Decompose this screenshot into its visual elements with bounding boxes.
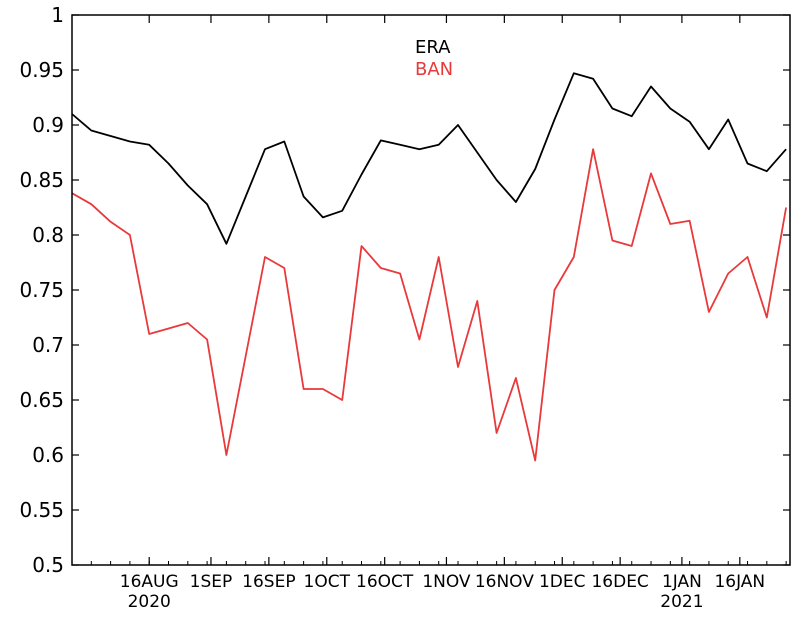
x-tick-label: 16NOV: [475, 572, 534, 592]
x-tick-label: 16JAN: [714, 572, 765, 592]
y-tick-label: 0.7: [32, 333, 64, 357]
x-tick-year-label: 2021: [660, 592, 703, 612]
y-tick-label: 0.85: [19, 168, 64, 192]
y-tick-label: 0.5: [32, 553, 64, 577]
x-tick-label: 1DEC: [539, 572, 586, 592]
y-axis: 0.5 0.55 0.6 0.65 0.7 0.75 0.8 0.85 0.9 0.95 1: [19, 3, 790, 577]
y-tick-label: 0.65: [19, 388, 64, 412]
legend-entry-ban: BAN: [415, 59, 453, 80]
y-tick-label: 0.8: [32, 223, 64, 247]
y-tick-label: 0.95: [19, 58, 64, 82]
x-tick-label: 1JAN: [662, 572, 702, 592]
series-layer: [71, 72, 787, 462]
legend-entry-era: ERA: [415, 37, 451, 58]
y-tick-label: 0.55: [19, 498, 64, 522]
y-tick-label: 0.9: [32, 113, 64, 137]
x-tick-label: 1OCT: [304, 572, 351, 592]
x-tick-year-label: 2020: [128, 592, 171, 612]
y-tick-label: 1: [51, 3, 64, 27]
y-tick-label: 0.75: [19, 278, 64, 302]
x-tick-label: 16DEC: [591, 572, 648, 592]
x-tick-label: 16OCT: [356, 572, 414, 592]
y-tick-label: 0.6: [32, 443, 64, 467]
series-line-era: [71, 72, 787, 245]
series-line-ban: [71, 148, 787, 462]
x-tick-label: 1NOV: [422, 572, 471, 592]
x-tick-label: 16SEP: [242, 572, 295, 592]
x-tick-label: 16AUG: [120, 572, 179, 592]
x-tick-label: 1SEP: [190, 572, 233, 592]
